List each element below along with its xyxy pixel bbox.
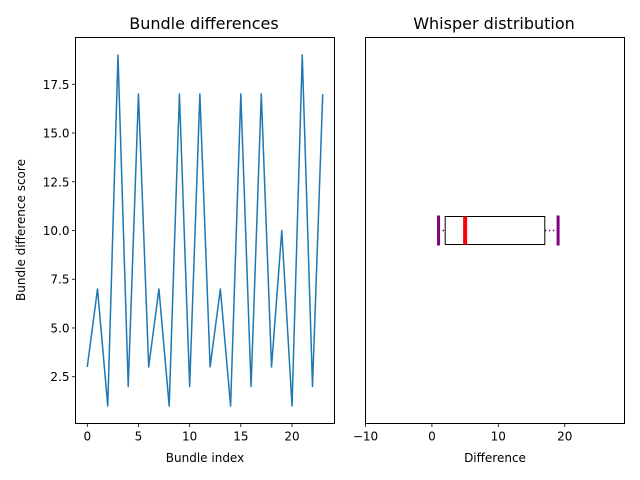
series-line <box>86 54 324 407</box>
y-tick-label: 12.5 <box>43 175 70 189</box>
y-tick-label: 10.0 <box>43 224 70 238</box>
left-x-axis-label: Bundle index <box>166 451 244 465</box>
x-tick-label: 10 <box>182 430 197 444</box>
x-tick-label: 0 <box>428 430 436 444</box>
y-tick-label: 2.5 <box>50 370 69 384</box>
right-plot-area <box>437 215 560 246</box>
x-tick-label: 0 <box>83 430 91 444</box>
line-chart: Bundle differences 0 5 10 15 20 2.5 5.0 7.5 10.… <box>14 14 335 465</box>
y-tick-label: 7.5 <box>50 273 69 287</box>
y-tick-label: 15.0 <box>43 127 70 141</box>
right-plot-frame <box>365 37 625 424</box>
left-y-axis: 2.5 5.0 7.5 10.0 12.5 15.0 17.5 <box>43 78 76 384</box>
x-tick-label: 5 <box>135 430 143 444</box>
right-x-axis: −10 0 10 20 <box>353 423 572 444</box>
x-tick-label: 15 <box>233 430 248 444</box>
right-chart-title: Whisper distribution <box>413 14 575 33</box>
x-tick-label: 20 <box>557 430 572 444</box>
left-x-axis: 0 5 10 15 20 <box>83 423 300 444</box>
x-tick-label: 10 <box>491 430 506 444</box>
y-tick-label: 5.0 <box>50 321 69 335</box>
box <box>444 216 546 245</box>
y-tick-label: 17.5 <box>43 78 70 92</box>
x-tick-label: −10 <box>353 430 378 444</box>
x-tick-label: 20 <box>284 430 299 444</box>
left-chart-title: Bundle differences <box>129 14 278 33</box>
left-plot-area <box>86 54 324 407</box>
right-x-axis-label: Difference <box>464 451 526 465</box>
left-y-axis-label: Bundle difference score <box>14 159 28 301</box>
box-plot-chart: Whisper distribution −10 0 10 20 Difference <box>353 14 625 465</box>
